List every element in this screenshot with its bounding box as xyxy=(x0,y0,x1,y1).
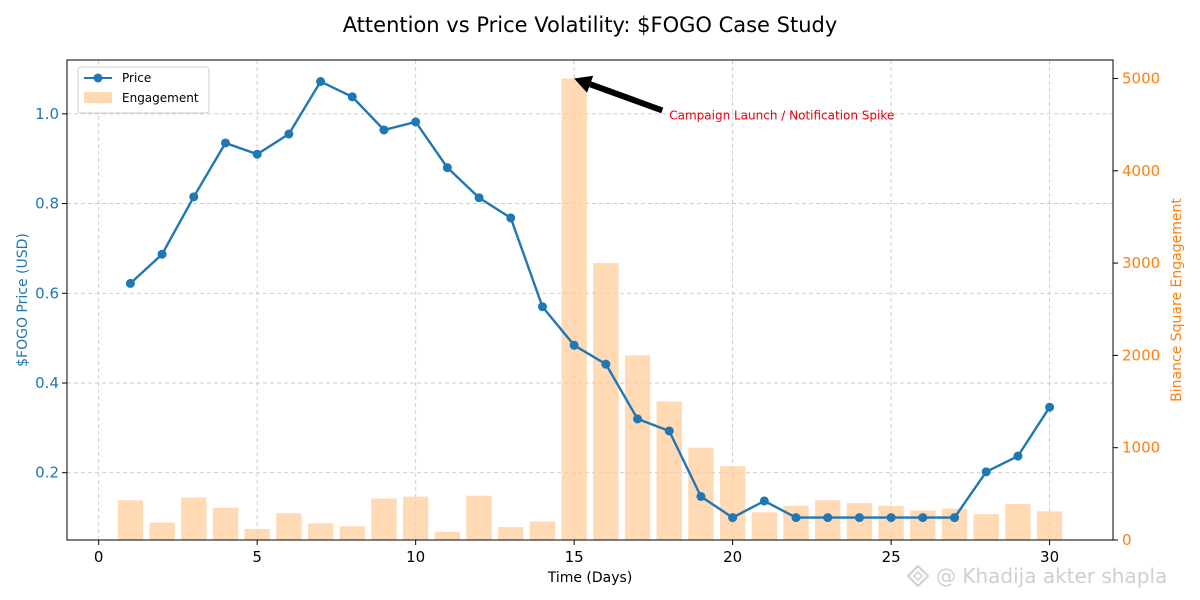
y-left-tick-label: 0.8 xyxy=(35,195,59,213)
x-tick-label: 10 xyxy=(406,548,425,566)
price-point xyxy=(506,213,516,223)
engagement-bar xyxy=(878,505,904,540)
price-point xyxy=(918,513,928,523)
price-point xyxy=(220,138,230,148)
price-point xyxy=(442,163,452,173)
engagement-bar xyxy=(212,507,239,540)
legend: Price Engagement xyxy=(77,66,210,114)
plot-frame xyxy=(66,59,1114,541)
y-left-tick-label: 0.2 xyxy=(35,464,59,482)
x-tick-label: 5 xyxy=(252,548,262,566)
engagement-bar xyxy=(529,521,556,540)
engagement-bar xyxy=(117,500,144,540)
y-right-axis-label: Binance Square Engagement xyxy=(1169,198,1185,402)
price-point xyxy=(474,193,484,203)
y-left-tick-label: 0.6 xyxy=(35,284,59,302)
engagement-bar xyxy=(434,531,461,540)
watermark: @ Khadija akter shapla xyxy=(906,564,1167,588)
y-right-tick-label: 3000 xyxy=(1122,254,1160,272)
axes: 0 5 10 15 20 25 30 0.2 0.4 0.6 0.8 1.0 0 1000 2000 3000… xyxy=(35,59,1160,566)
engagement-bar xyxy=(276,513,302,540)
chart-title: Attention vs Price Volatility: $FOGO Cas… xyxy=(343,13,838,37)
price-point xyxy=(1013,451,1023,461)
price-point xyxy=(854,513,864,523)
x-axis-label: Time (Days) xyxy=(547,570,633,586)
engagement-bars xyxy=(117,78,1063,540)
annotation-arrow-head xyxy=(574,75,594,93)
y-right-tick-label: 0 xyxy=(1122,531,1132,549)
annotation-arrow-shaft xyxy=(589,81,664,114)
engagement-bar xyxy=(181,497,207,540)
price-point xyxy=(189,192,199,202)
price-point xyxy=(759,496,769,506)
y-left-tick-label: 1.0 xyxy=(35,105,59,123)
price-point xyxy=(157,249,167,259)
engagement-bar xyxy=(973,514,999,540)
price-point xyxy=(125,278,135,288)
grid-lines xyxy=(67,60,1113,540)
price-point xyxy=(411,117,421,127)
price-point xyxy=(633,414,643,424)
engagement-bar xyxy=(402,496,429,540)
price-point xyxy=(886,513,896,523)
price-point xyxy=(379,125,389,135)
engagement-bar xyxy=(339,526,365,540)
annotation: Campaign Launch / Notification Spike xyxy=(574,75,894,122)
legend-price-label: Price xyxy=(122,71,151,85)
price-point xyxy=(601,359,611,369)
engagement-bar xyxy=(1005,504,1031,540)
x-tick-label: 30 xyxy=(1040,548,1059,566)
price-point xyxy=(1045,402,1055,412)
engagement-bar xyxy=(1036,511,1063,540)
legend-engagement-swatch xyxy=(84,92,112,103)
engagement-bar xyxy=(371,498,397,540)
price-point xyxy=(696,491,706,501)
price-point xyxy=(664,426,674,436)
price-point xyxy=(347,92,357,102)
price-point xyxy=(823,513,833,523)
price-line xyxy=(129,80,1051,519)
engagement-bar xyxy=(149,522,175,540)
engagement-bar xyxy=(624,355,651,540)
x-tick-label: 20 xyxy=(723,548,742,566)
binance-diamond-icon xyxy=(906,564,930,588)
engagement-bar xyxy=(498,527,524,540)
y-right-tick-label: 5000 xyxy=(1122,69,1160,87)
price-point xyxy=(569,340,579,350)
engagement-bar xyxy=(307,523,334,540)
price-point xyxy=(981,467,991,477)
price-point xyxy=(728,513,738,523)
engagement-bar xyxy=(561,78,587,540)
y-right-tick-label: 4000 xyxy=(1122,162,1160,180)
legend-engagement-label: Engagement xyxy=(122,91,199,105)
price-point xyxy=(316,77,326,87)
annotation-text: Campaign Launch / Notification Spike xyxy=(669,108,894,122)
price-point xyxy=(791,513,801,523)
price-point xyxy=(537,302,547,312)
engagement-bar xyxy=(593,263,619,540)
price-point xyxy=(252,149,262,159)
y-right-tick-label: 1000 xyxy=(1122,439,1160,457)
engagement-bar xyxy=(719,466,746,540)
engagement-bar xyxy=(656,401,682,540)
engagement-bar xyxy=(466,495,492,540)
y-left-axis-label: $FOGO Price (USD) xyxy=(15,233,31,367)
engagement-bar xyxy=(783,505,809,540)
price-point xyxy=(284,129,294,139)
x-tick-label: 15 xyxy=(565,548,584,566)
x-tick-label: 25 xyxy=(882,548,901,566)
price-point xyxy=(950,513,960,523)
price-line-series xyxy=(125,77,1055,523)
x-tick-label: 0 xyxy=(94,548,104,566)
y-right-tick-label: 2000 xyxy=(1122,346,1160,364)
engagement-bar xyxy=(244,528,270,540)
watermark-text: @ Khadija akter shapla xyxy=(936,564,1167,588)
y-left-tick-label: 0.4 xyxy=(35,374,59,392)
legend-price-marker xyxy=(93,73,103,83)
engagement-bar xyxy=(751,512,778,540)
